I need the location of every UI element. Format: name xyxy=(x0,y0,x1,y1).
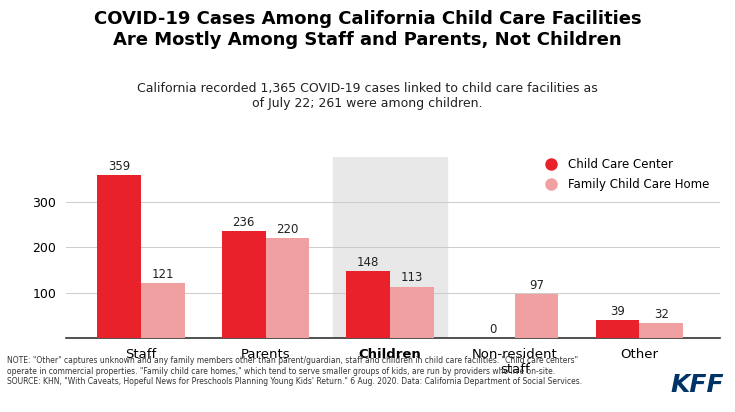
Text: NOTE: "Other" captures unknown and any family members other than parent/guardian: NOTE: "Other" captures unknown and any f… xyxy=(7,356,582,386)
Text: COVID-19 Cases Among California Child Care Facilities
Are Mostly Among Staff and: COVID-19 Cases Among California Child Ca… xyxy=(93,10,642,49)
Text: 359: 359 xyxy=(108,160,130,173)
Text: 0: 0 xyxy=(490,323,497,335)
Bar xyxy=(265,238,309,338)
Bar xyxy=(514,294,559,338)
Bar xyxy=(390,287,434,338)
Bar xyxy=(639,323,683,338)
Bar xyxy=(222,231,265,338)
Text: 220: 220 xyxy=(276,223,298,236)
Legend: Child Care Center, Family Child Care Home: Child Care Center, Family Child Care Hom… xyxy=(534,153,714,196)
Text: 236: 236 xyxy=(232,215,255,229)
Text: California recorded 1,365 COVID-19 cases linked to child care facilities as
of J: California recorded 1,365 COVID-19 cases… xyxy=(137,82,598,110)
Bar xyxy=(141,283,184,338)
Bar xyxy=(595,320,639,338)
Text: 97: 97 xyxy=(529,279,544,292)
Text: 113: 113 xyxy=(401,272,423,284)
Text: 39: 39 xyxy=(610,305,625,318)
Bar xyxy=(333,157,448,338)
Text: 148: 148 xyxy=(357,255,379,269)
Text: 121: 121 xyxy=(151,268,174,281)
Text: KFF: KFF xyxy=(670,373,724,397)
Bar xyxy=(346,271,390,338)
Text: 32: 32 xyxy=(653,308,669,321)
Bar xyxy=(97,175,141,338)
